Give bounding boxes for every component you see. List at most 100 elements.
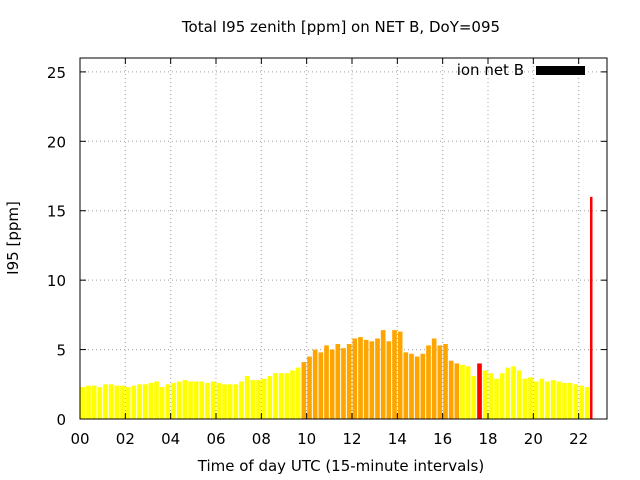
bar — [392, 330, 397, 419]
bar — [239, 381, 244, 419]
bar — [205, 382, 210, 419]
bar — [114, 385, 120, 419]
bar — [137, 384, 142, 419]
bar — [193, 381, 199, 419]
bar — [375, 338, 380, 419]
bar — [431, 338, 437, 419]
bar — [522, 378, 528, 419]
bar — [108, 384, 114, 419]
bar — [103, 384, 108, 419]
y-axis-label: I95 [ppm] — [4, 201, 22, 275]
bar — [165, 384, 171, 419]
bar — [307, 356, 312, 419]
legend-swatch — [536, 66, 585, 75]
bar — [233, 384, 239, 419]
bar — [363, 339, 369, 419]
x-tick-label: 18 — [478, 430, 497, 448]
bar — [380, 330, 386, 419]
bar — [154, 381, 159, 419]
bar — [312, 349, 318, 419]
bar — [222, 384, 227, 419]
bar — [267, 375, 273, 419]
bar — [97, 387, 103, 419]
bar — [567, 382, 573, 419]
chart-title: Total I95 zenith [ppm] on NET B, DoY=095 — [181, 18, 500, 36]
x-tick-label: 10 — [297, 430, 316, 448]
x-tick-label: 00 — [70, 430, 89, 448]
bar — [511, 366, 516, 419]
bar — [584, 387, 590, 419]
bar — [290, 370, 295, 419]
x-tick-label: 04 — [161, 430, 180, 448]
bar — [505, 367, 511, 419]
bar — [80, 387, 86, 419]
bar — [386, 341, 392, 419]
plot-border — [79, 57, 608, 420]
bar — [91, 385, 97, 419]
bar — [244, 375, 250, 419]
bar — [346, 344, 352, 419]
bar — [494, 378, 499, 419]
bar — [284, 373, 290, 419]
bar — [539, 378, 545, 419]
bar — [426, 345, 431, 419]
bar — [499, 373, 505, 419]
bar — [420, 353, 426, 419]
y-tick-label: 5 — [56, 342, 66, 360]
bar — [562, 382, 567, 419]
bar — [579, 385, 584, 419]
bar — [488, 373, 494, 419]
grid — [80, 58, 607, 419]
bar — [409, 353, 414, 419]
bar — [516, 370, 522, 419]
legend: ion net B — [457, 61, 585, 79]
bar — [448, 360, 454, 419]
bar — [148, 382, 154, 419]
bar — [120, 385, 125, 419]
bar — [590, 196, 593, 419]
bar — [414, 356, 420, 419]
bar — [131, 385, 137, 419]
bar — [273, 373, 278, 419]
bar — [182, 380, 188, 419]
bar — [437, 345, 443, 419]
bar — [227, 384, 233, 419]
bar — [250, 380, 256, 419]
bar — [545, 381, 550, 419]
y-tick-label: 10 — [47, 272, 66, 290]
bar — [556, 381, 562, 419]
bar — [528, 377, 533, 419]
bar — [216, 382, 222, 419]
bar — [261, 378, 267, 419]
bar — [550, 380, 556, 419]
bar — [176, 381, 182, 419]
bar — [369, 341, 375, 419]
bar — [324, 345, 329, 419]
bar — [256, 380, 261, 419]
bar — [533, 381, 539, 419]
bar — [341, 348, 346, 419]
bar — [188, 381, 193, 419]
bar — [335, 344, 341, 419]
y-tick-label: 20 — [47, 133, 66, 151]
x-axis-label: Time of day UTC (15-minute intervals) — [197, 457, 484, 475]
bar — [358, 337, 363, 419]
y-tick-label: 0 — [56, 411, 66, 429]
bar — [142, 384, 148, 419]
bar — [477, 363, 482, 419]
y-tick-label: 25 — [47, 64, 66, 82]
bar — [465, 366, 471, 419]
x-tick-label: 16 — [433, 430, 452, 448]
x-tick-label: 08 — [252, 430, 271, 448]
bar — [352, 338, 358, 419]
x-tick-label: 22 — [569, 430, 588, 448]
x-tick-label: 06 — [206, 430, 225, 448]
bar — [278, 373, 284, 419]
y-tick-label: 15 — [47, 203, 66, 221]
bar — [573, 384, 579, 419]
bars — [80, 196, 593, 419]
bar — [295, 367, 301, 419]
x-tick-label: 02 — [116, 430, 135, 448]
bar — [460, 364, 465, 419]
